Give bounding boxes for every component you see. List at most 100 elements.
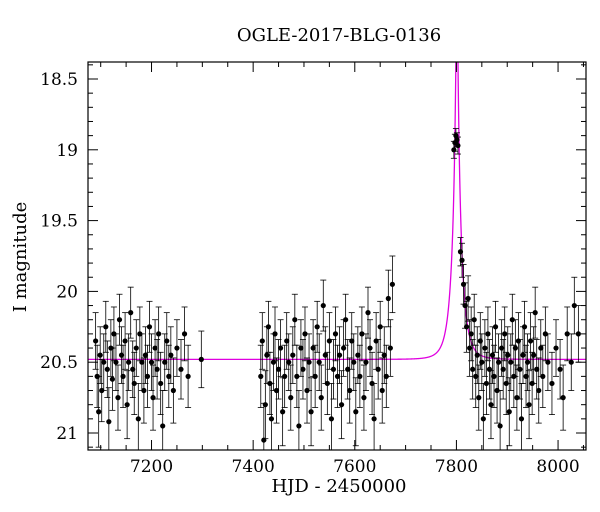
data-point	[162, 359, 168, 365]
data-point	[385, 295, 391, 302]
data-point	[375, 366, 381, 372]
data-point	[560, 395, 566, 401]
data-point	[113, 359, 119, 365]
data-point	[459, 257, 465, 263]
data-point	[518, 416, 525, 422]
data-point	[389, 281, 395, 287]
data-point	[502, 331, 508, 337]
data-point	[328, 416, 335, 422]
data-point	[126, 359, 132, 365]
data-point	[557, 366, 563, 372]
data-point	[275, 366, 282, 372]
data-point	[365, 310, 371, 316]
data-point	[128, 310, 134, 316]
data-point	[292, 317, 298, 323]
data-point	[357, 373, 363, 379]
data-point	[353, 409, 359, 415]
data-point	[470, 366, 476, 372]
data-point	[316, 359, 322, 365]
data-point	[141, 387, 147, 394]
data-point	[500, 366, 506, 372]
data-point	[540, 373, 546, 379]
data-point	[286, 359, 292, 365]
data-point	[355, 352, 361, 358]
data-point	[142, 352, 149, 358]
data-point	[106, 419, 112, 425]
data-point	[148, 359, 155, 365]
data-point	[300, 366, 306, 372]
data-point	[349, 338, 355, 344]
data-point	[272, 331, 278, 337]
data-point	[495, 359, 502, 365]
data-point	[575, 331, 581, 337]
data-point	[531, 352, 537, 358]
data-point	[164, 338, 170, 344]
data-point	[282, 373, 288, 379]
data-point	[387, 345, 393, 351]
plot-area	[88, 62, 586, 450]
data-point	[528, 338, 534, 344]
data-point	[133, 345, 139, 351]
data-point	[185, 373, 191, 379]
y-tick-label: 20.5	[40, 353, 78, 373]
data-point	[338, 402, 345, 408]
data-point	[377, 324, 383, 330]
data-point	[479, 359, 485, 365]
data-point	[318, 395, 324, 401]
data-point	[363, 359, 369, 365]
data-point	[284, 338, 290, 344]
data-point	[264, 352, 270, 358]
data-point	[451, 147, 457, 153]
y-tick-label: 18.5	[40, 70, 78, 90]
data-point	[474, 352, 480, 358]
data-point	[521, 324, 528, 330]
data-point	[150, 395, 156, 401]
data-point	[485, 331, 491, 337]
data-point	[265, 324, 271, 330]
data-point	[545, 359, 551, 365]
data-point	[104, 366, 110, 372]
data-point	[482, 345, 488, 351]
data-point	[258, 373, 264, 379]
data-point	[367, 345, 373, 351]
data-point	[322, 352, 328, 358]
data-point	[288, 395, 294, 401]
data-point	[146, 324, 153, 330]
data-point	[115, 395, 121, 401]
data-point	[455, 142, 461, 149]
data-point	[268, 416, 275, 422]
data-point	[532, 310, 538, 316]
data-point	[306, 359, 312, 365]
data-point	[259, 338, 265, 344]
data-point	[512, 345, 518, 351]
data-point	[476, 395, 482, 401]
data-point	[181, 331, 188, 337]
data-point	[332, 331, 339, 337]
data-point	[314, 324, 320, 330]
data-point	[524, 359, 531, 365]
data-point	[463, 324, 470, 330]
data-point	[103, 324, 109, 330]
data-point	[534, 366, 540, 372]
data-point	[101, 359, 107, 365]
data-point	[324, 380, 330, 387]
data-point	[571, 302, 577, 309]
data-point	[124, 402, 130, 408]
x-axis-label: HJD - 2450000	[271, 476, 406, 497]
data-point	[302, 331, 308, 337]
data-point	[96, 409, 102, 415]
data-point	[310, 345, 316, 351]
data-point	[526, 402, 532, 408]
data-point	[383, 373, 389, 379]
data-point	[497, 423, 503, 429]
data-point	[553, 345, 559, 351]
data-point	[454, 137, 460, 143]
y-tick-label: 20	[56, 282, 78, 302]
data-point	[568, 359, 574, 365]
data-point	[345, 366, 351, 372]
data-point	[508, 359, 514, 365]
x-tick-label: 7200	[130, 457, 173, 477]
data-point	[170, 387, 176, 394]
data-point	[120, 373, 126, 379]
